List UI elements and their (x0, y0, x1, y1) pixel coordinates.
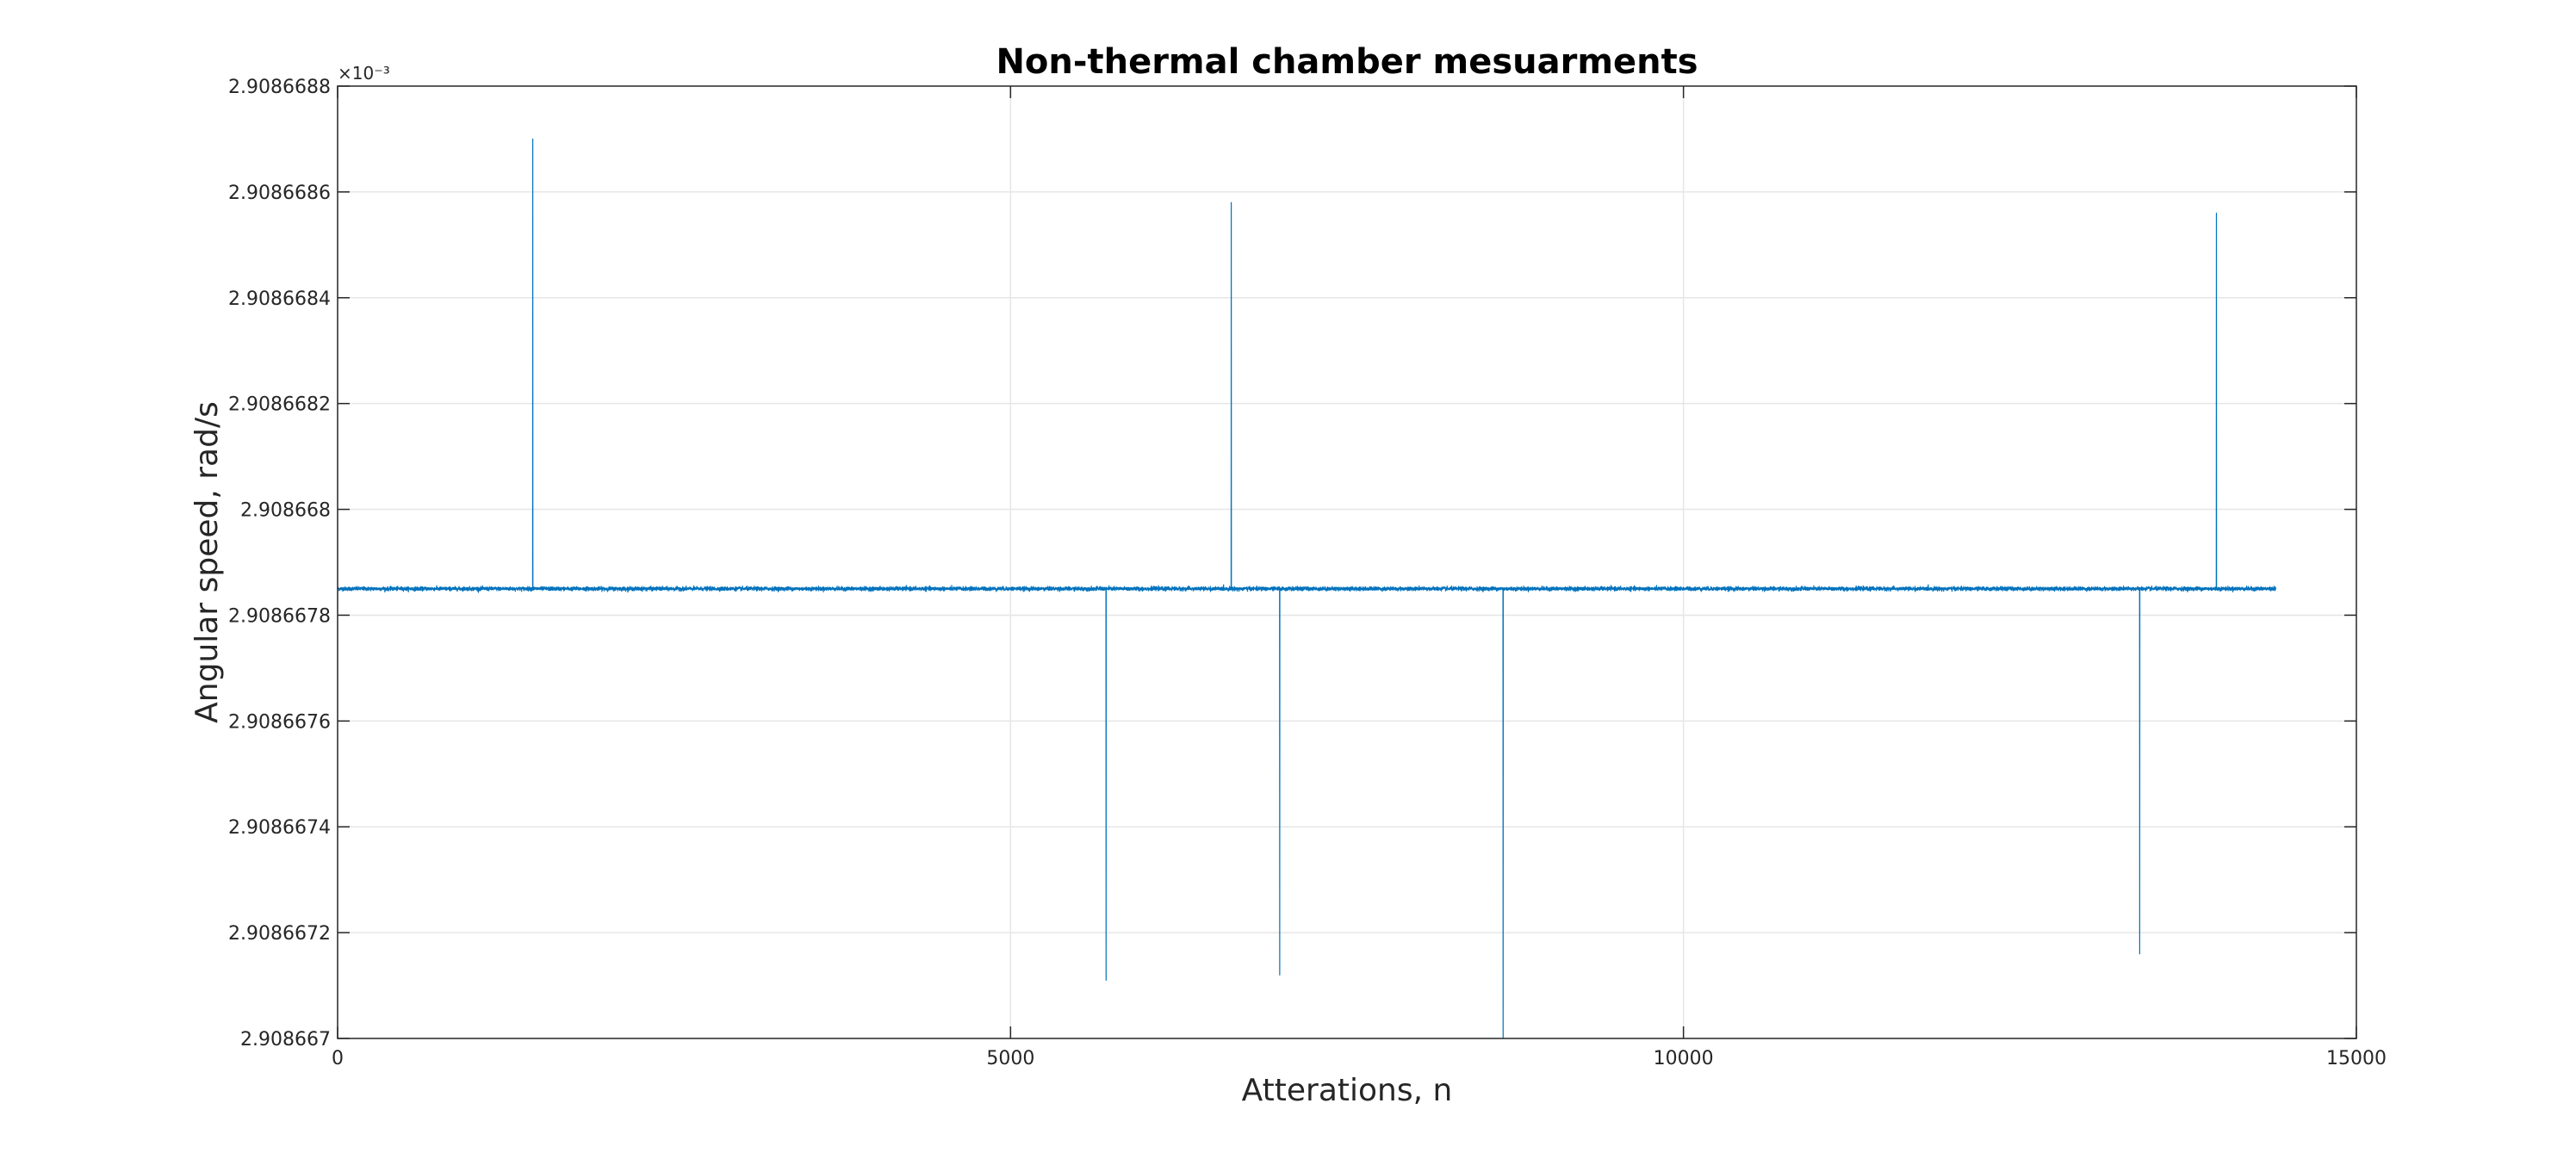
y-axis-exponent-label: ×10⁻³ (338, 63, 390, 84)
y-tick-label: 2.9086684 (228, 288, 331, 310)
y-tick-label: 2.9086682 (228, 394, 331, 416)
axes-box (337, 85, 2357, 1039)
y-tick-label: 2.908668 (240, 500, 331, 522)
series-line (337, 138, 2276, 1039)
ticks: 0 5000 10000 15000 2.908667 2.9086672 2.908667… (228, 77, 2387, 1069)
y-tick-label: 2.908667 (240, 1029, 331, 1051)
y-tick-label: 2.9086678 (228, 605, 331, 627)
x-axis-label: Atterations, n (1242, 1073, 1453, 1108)
y-tick-label: 2.9086686 (228, 183, 331, 204)
y-tick-label: 2.9086688 (228, 77, 331, 98)
x-tick-label: 0 (332, 1048, 344, 1069)
y-tick-label: 2.9086672 (228, 923, 331, 945)
plot-area (338, 86, 2356, 1038)
series-line-group (337, 138, 2276, 1039)
x-tick-label: 5000 (986, 1048, 1034, 1069)
x-tick-label: 15000 (2326, 1048, 2387, 1069)
chart-title: Non-thermal chamber mesuarments (996, 42, 1698, 82)
y-axis-label: Angular speed, rad/s (189, 401, 225, 723)
x-tick-label: 10000 (1654, 1048, 1714, 1069)
y-tick-label: 2.9086674 (228, 817, 331, 839)
y-tick-label: 2.9086676 (228, 711, 331, 733)
grid (338, 86, 2356, 1038)
